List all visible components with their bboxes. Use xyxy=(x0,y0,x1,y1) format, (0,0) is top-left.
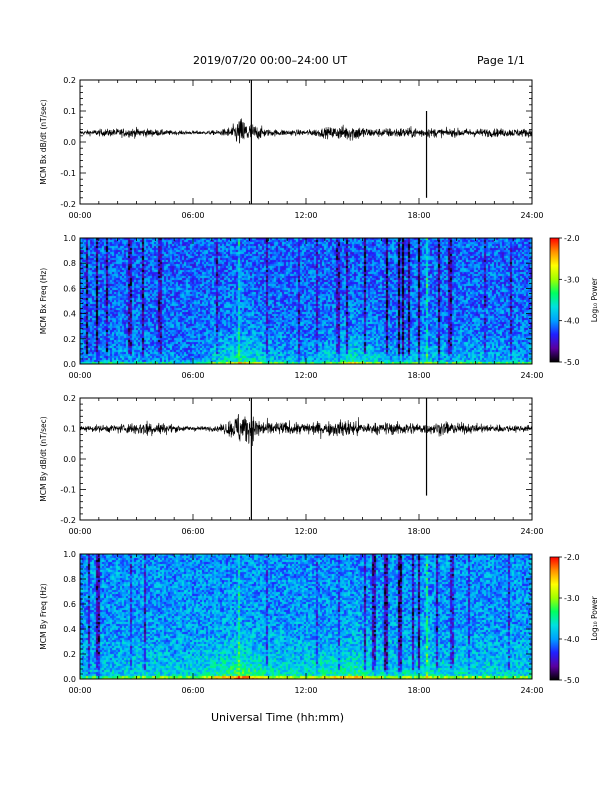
x-tick-label: 18:00 xyxy=(407,371,430,380)
x-tick-label: 06:00 xyxy=(181,211,204,220)
spectrogram-image xyxy=(80,554,532,679)
colorbar-tick-label: -4.0 xyxy=(564,317,580,326)
panel-1-axes: 00:00 06:00 12:00 18:00 24:00 -0.2 -0.1 0.0 0.1 0… xyxy=(39,76,544,220)
y-tick-label: -0.2 xyxy=(60,516,76,525)
colorbar-4: -2.0 -3.0 -4.0 -5.0 Log₁₀ Power xyxy=(549,553,599,685)
series-line xyxy=(79,413,533,446)
y-tick-label: 0.2 xyxy=(63,335,76,344)
y-tick-label: 0.2 xyxy=(63,76,76,85)
y-tick-label: 0.0 xyxy=(63,360,76,369)
colorbar-label: Log₁₀ Power xyxy=(590,595,599,640)
y-tick-label: -0.1 xyxy=(60,169,76,178)
series-line xyxy=(79,118,533,144)
colorbar-tick-label: -5.0 xyxy=(564,358,580,367)
y-axis-label: MCM By dB/dt (nT/sec) xyxy=(39,416,48,501)
x-tick-label: 06:00 xyxy=(181,686,204,695)
y-tick-label: 1.0 xyxy=(63,550,76,559)
x-tick-label: 24:00 xyxy=(520,211,543,220)
y-tick-label: -0.1 xyxy=(60,486,76,495)
x-tick-label: 00:00 xyxy=(68,371,91,380)
y-tick-label: -0.2 xyxy=(60,200,76,209)
plot-frame xyxy=(79,397,533,521)
panel-1-trace xyxy=(79,80,533,204)
panel-2-axes: 00:00 06:00 12:00 18:00 24:00 0.0 0.2 0.4 0.6 0.8… xyxy=(39,234,544,380)
y-tick-label: 0.2 xyxy=(63,394,76,403)
colorbar-label: Log₁₀ Power xyxy=(590,277,599,322)
page-number: Page 1/1 xyxy=(477,54,525,67)
colorbar-tick-label: -5.0 xyxy=(564,676,580,685)
x-tick-label: 00:00 xyxy=(68,686,91,695)
y-axis-label: MCM By Freq (Hz) xyxy=(39,583,48,649)
x-tick-label: 00:00 xyxy=(68,527,91,536)
x-tick-label: 24:00 xyxy=(520,686,543,695)
x-tick-label: 24:00 xyxy=(520,527,543,536)
x-tick-label: 00:00 xyxy=(68,211,91,220)
x-tick-label: 12:00 xyxy=(294,686,317,695)
x-tick-label: 12:00 xyxy=(294,371,317,380)
x-tick-label: 18:00 xyxy=(407,686,430,695)
y-tick-label: 0.0 xyxy=(63,675,76,684)
y-tick-label: 0.2 xyxy=(63,650,76,659)
colorbar-scale xyxy=(549,556,560,681)
plot-title: 2019/07/20 00:00–24:00 UT xyxy=(193,54,348,67)
y-tick-label: 0.0 xyxy=(63,455,76,464)
colorbar-tick-label: -3.0 xyxy=(564,275,580,284)
spectrogram-image xyxy=(80,238,532,364)
panel-3-trace xyxy=(79,398,533,520)
y-tick-label: 0.4 xyxy=(63,310,76,319)
x-tick-label: 24:00 xyxy=(520,371,543,380)
colorbar-tick-label: -3.0 xyxy=(564,594,580,603)
plot-frame xyxy=(79,237,533,365)
plot-frame xyxy=(79,553,533,680)
y-axis-label: MCM Bx Freq (Hz) xyxy=(39,268,48,334)
y-tick-label: 0.8 xyxy=(63,259,76,268)
x-axis-label: Universal Time (hh:mm) xyxy=(211,711,344,724)
colorbar-tick-label: -4.0 xyxy=(564,635,580,644)
x-tick-label: 06:00 xyxy=(181,527,204,536)
y-tick-label: 0.1 xyxy=(63,425,76,434)
x-tick-label: 18:00 xyxy=(407,527,430,536)
y-tick-label: 0.6 xyxy=(63,284,76,293)
y-axis-label: MCM Bx dB/dt (nT/sec) xyxy=(39,99,48,184)
colorbar-tick-label: -2.0 xyxy=(564,234,580,243)
y-tick-label: 0.6 xyxy=(63,600,76,609)
y-tick-label: 0.4 xyxy=(63,625,76,634)
y-tick-label: 0.1 xyxy=(63,107,76,116)
x-tick-label: 12:00 xyxy=(294,527,317,536)
colorbar-scale xyxy=(549,237,560,363)
panel-3-axes: 00:00 06:00 12:00 18:00 24:00 -0.2 -0.1 0.0 0.1 0… xyxy=(39,394,544,536)
colorbar-2: -2.0 -3.0 -4.0 -5.0 Log₁₀ Power xyxy=(549,234,599,367)
x-tick-label: 12:00 xyxy=(294,211,317,220)
panel-4-axes: 00:00 06:00 12:00 18:00 24:00 0.0 0.2 0.4 0.6 0.8… xyxy=(39,550,544,695)
x-tick-label: 18:00 xyxy=(407,211,430,220)
y-tick-label: 0.0 xyxy=(63,138,76,147)
colorbar-tick-label: -2.0 xyxy=(564,553,580,562)
x-tick-label: 06:00 xyxy=(181,371,204,380)
y-tick-label: 0.8 xyxy=(63,575,76,584)
y-tick-label: 1.0 xyxy=(63,234,76,243)
plot-frame xyxy=(79,79,533,205)
